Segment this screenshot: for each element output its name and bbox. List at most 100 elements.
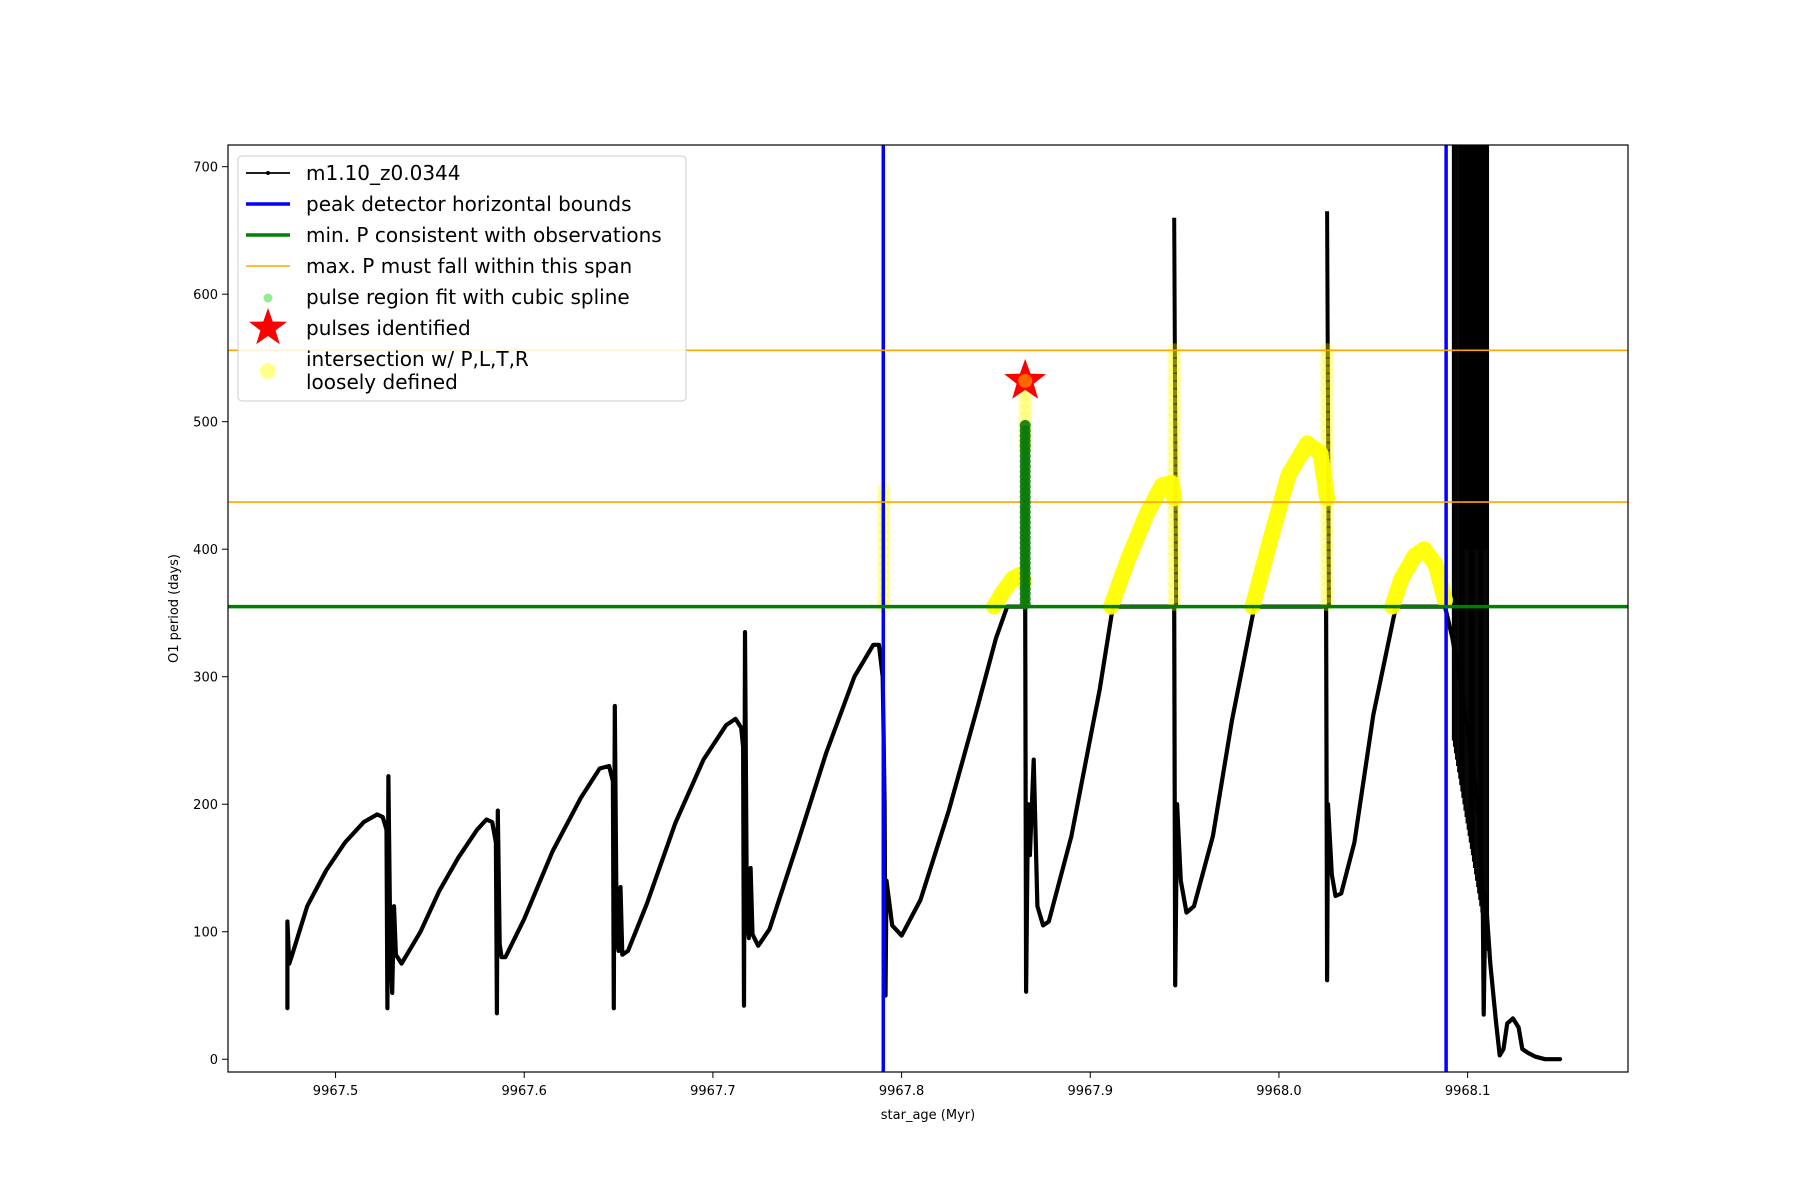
loose-point <box>1167 397 1182 412</box>
loose-point <box>1320 443 1335 458</box>
x-tick-label: 9967.8 <box>879 1084 925 1099</box>
loose-point <box>1167 351 1182 365</box>
loose-point <box>1167 574 1182 588</box>
x-tick-label: 9967.6 <box>501 1084 547 1099</box>
loose-point <box>1167 420 1182 435</box>
loose-point <box>1018 396 1033 410</box>
series-line-main <box>285 604 1563 1062</box>
loose-point <box>1320 520 1335 535</box>
loose-point <box>1320 358 1335 373</box>
loose-point <box>1167 381 1182 396</box>
loose-point <box>1018 410 1033 425</box>
y-tick-label: 500 <box>193 416 218 431</box>
loose-point <box>1320 435 1335 450</box>
legend-label: peak detector horizontal bounds <box>306 192 632 216</box>
loose-point <box>1167 535 1182 550</box>
series-spike <box>1325 211 1331 607</box>
loose-point <box>1167 389 1182 404</box>
loose-point <box>1167 374 1182 388</box>
loose-point <box>1320 574 1335 588</box>
loose-point <box>1167 520 1182 535</box>
series-spike <box>1172 217 1179 607</box>
loose-point <box>1167 589 1182 604</box>
loose-point <box>1167 366 1182 381</box>
y-tick-label: 700 <box>193 161 218 176</box>
loose-point <box>1320 366 1335 381</box>
loose-point <box>1167 527 1182 542</box>
y-tick-label: 0 <box>210 1053 218 1068</box>
y-tick-label: 300 <box>193 671 218 686</box>
loose-point <box>1167 412 1182 427</box>
loose-point <box>1320 381 1335 396</box>
loose-point <box>1320 450 1335 465</box>
legend-handle-main-marker <box>266 171 270 175</box>
legend-label: pulses identified <box>306 316 471 340</box>
loose-point <box>1167 581 1182 596</box>
legend-box <box>237 155 687 402</box>
loose-point <box>1167 566 1182 581</box>
loose-arc <box>1244 435 1336 615</box>
loose-point <box>1167 427 1182 442</box>
loose-point <box>1320 527 1335 542</box>
x-tick-label: 9968.1 <box>1445 1084 1491 1099</box>
x-tick-label: 9968.0 <box>1256 1084 1302 1099</box>
pulse-star <box>1004 358 1047 399</box>
loose-arc <box>1384 541 1453 615</box>
legend-label: min. P consistent with observations <box>306 223 662 247</box>
loose-point <box>1320 474 1335 488</box>
loose-point <box>1320 351 1335 365</box>
x-tick-label: 9967.9 <box>1068 1084 1114 1099</box>
loose-arc <box>1103 474 1183 615</box>
x-tick-label: 9967.5 <box>313 1084 359 1099</box>
plot-data-layer <box>228 145 1628 1072</box>
loose-point <box>1320 374 1335 388</box>
loose-point <box>1320 566 1335 581</box>
loose-point <box>1320 497 1335 512</box>
pulse-star-highlight <box>1018 373 1033 388</box>
loose-point <box>1167 466 1182 481</box>
x-tick-label: 9967.7 <box>690 1084 736 1099</box>
loose-point <box>1320 543 1335 558</box>
loose-point <box>1320 458 1335 473</box>
loose-point <box>1167 550 1182 565</box>
y-tick-label: 100 <box>193 926 218 941</box>
loose-point <box>1320 489 1335 504</box>
loose-point <box>1320 512 1335 527</box>
legend-label: intersection w/ P,L,T,R <box>306 347 529 371</box>
loose-point <box>1320 550 1335 565</box>
loose-point <box>1167 474 1182 488</box>
loose-point <box>1320 427 1335 442</box>
loose-point <box>1167 497 1182 512</box>
loose-point <box>1320 420 1335 435</box>
plot-frame <box>227 144 1629 1073</box>
loose-point <box>1320 535 1335 550</box>
loose-point <box>1167 504 1182 519</box>
loose-point <box>1167 512 1182 527</box>
loose-point <box>1320 389 1335 404</box>
loose-point <box>1320 466 1335 481</box>
loose-point <box>1167 489 1182 504</box>
loose-point <box>1167 435 1182 450</box>
y-tick-label: 400 <box>193 543 218 558</box>
legend-handle-pulse-star <box>249 308 287 345</box>
legend-label: max. P must fall within this span <box>306 254 632 278</box>
spline-point <box>1019 420 1031 431</box>
x-axis-label: star_age (Myr) <box>881 1108 975 1123</box>
loose-point <box>1167 450 1182 465</box>
y-axis-ticks: 0 100 200 300 400 500 600 700 <box>193 161 228 1068</box>
oscillation-band-fill <box>1459 145 1489 550</box>
loose-point <box>1320 589 1335 604</box>
loose-point <box>1167 443 1182 458</box>
loose-point <box>1167 543 1182 558</box>
y-tick-label: 600 <box>193 288 218 303</box>
loose-point <box>1320 404 1335 419</box>
legend-label: pulse region fit with cubic spline <box>306 285 630 309</box>
loose-point <box>1167 458 1182 473</box>
plot-clip-group <box>228 145 1628 1072</box>
loose-point <box>1320 481 1335 496</box>
loose-point <box>1018 403 1033 418</box>
loose-point <box>1167 558 1182 573</box>
loose-point <box>1320 558 1335 573</box>
loose-point <box>1167 404 1182 419</box>
